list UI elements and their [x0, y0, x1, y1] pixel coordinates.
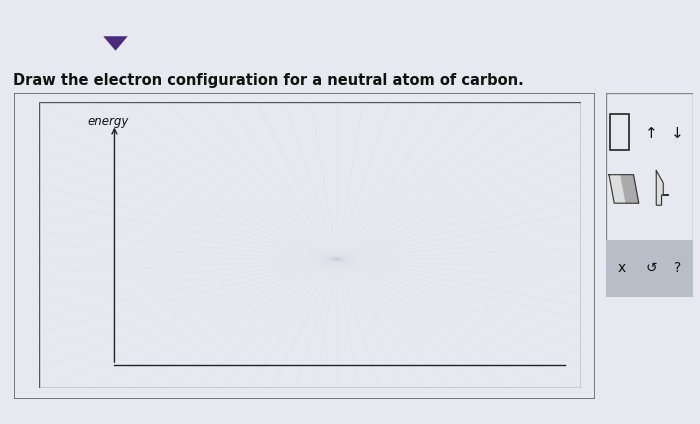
Text: ↺: ↺ [645, 261, 657, 275]
Bar [610, 114, 629, 150]
Polygon shape [609, 175, 624, 203]
Bar [606, 240, 693, 297]
Text: ↓: ↓ [671, 126, 684, 142]
Polygon shape [609, 175, 638, 203]
Text: x: x [617, 261, 625, 275]
Polygon shape [104, 36, 127, 51]
Text: energy: energy [88, 114, 129, 128]
Text: ↑: ↑ [645, 126, 657, 142]
Text: ?: ? [673, 261, 681, 275]
Polygon shape [657, 170, 668, 205]
Text: Draw the electron configuration for a neutral atom of carbon.: Draw the electron configuration for a ne… [13, 73, 524, 88]
